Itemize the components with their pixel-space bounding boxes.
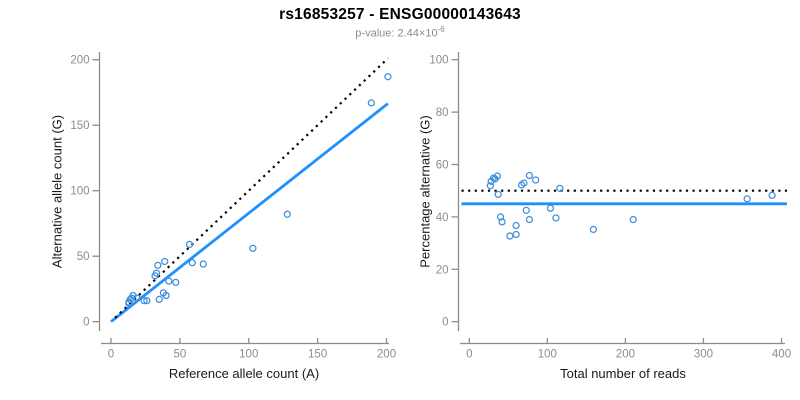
left-x-tick-label: 100 bbox=[239, 349, 258, 361]
right-data-point bbox=[589, 225, 598, 234]
right-data-point bbox=[546, 204, 555, 212]
left-x-tick-label: 200 bbox=[377, 349, 396, 361]
right-data-point bbox=[522, 206, 530, 214]
pvalue-text: p-value: 2.44×10 bbox=[355, 27, 438, 40]
right-x-tick-label: 200 bbox=[616, 349, 635, 361]
left-data-point bbox=[384, 73, 392, 81]
right-data-point bbox=[743, 195, 751, 203]
right-data-point bbox=[520, 179, 528, 187]
left-y-tick-label: 100 bbox=[70, 186, 89, 198]
right-x-tick-label: 0 bbox=[466, 349, 472, 361]
left-data-point bbox=[161, 257, 169, 266]
right-data-point bbox=[556, 184, 564, 192]
left-y-tick-label: 150 bbox=[70, 120, 89, 132]
left-data-point bbox=[199, 260, 207, 268]
left-data-point bbox=[154, 261, 162, 269]
right-data-point bbox=[486, 182, 494, 190]
figure-subtitle: p-value: 2.44×10-6 bbox=[0, 25, 800, 40]
left-data-point bbox=[188, 259, 196, 267]
left-data-point bbox=[155, 295, 163, 304]
left-data-point bbox=[152, 269, 161, 277]
left-data-point bbox=[162, 291, 170, 300]
right-data-point bbox=[768, 191, 776, 200]
right-x-tick-label: 400 bbox=[772, 349, 791, 361]
left-data-point bbox=[133, 294, 141, 302]
left-data-point bbox=[165, 277, 173, 285]
left-y-tick-label: 50 bbox=[77, 251, 90, 263]
right-data-point bbox=[512, 221, 520, 230]
left-data-point bbox=[172, 278, 180, 287]
right-data-point bbox=[493, 172, 502, 180]
left-y-tick-label: 200 bbox=[70, 55, 89, 67]
right-y-tick-label: 60 bbox=[436, 160, 449, 172]
left-data-point bbox=[143, 297, 151, 305]
left-data-point bbox=[283, 210, 291, 218]
right-data-point bbox=[532, 176, 540, 184]
right-data-point bbox=[506, 232, 514, 240]
left-data-point bbox=[140, 297, 148, 305]
left-data-point bbox=[249, 244, 257, 252]
right-data-point bbox=[552, 214, 560, 222]
right-y-tick-label: 100 bbox=[429, 55, 448, 67]
right-data-point bbox=[494, 190, 502, 198]
left-plot-xlabel: Reference allele count (A) bbox=[168, 366, 320, 381]
fit-line bbox=[110, 102, 389, 323]
right-y-tick-label: 0 bbox=[442, 317, 448, 329]
right-y-tick-label: 80 bbox=[436, 107, 449, 119]
left-x-tick-label: 150 bbox=[308, 349, 327, 361]
right-data-point bbox=[525, 215, 534, 224]
right-x-tick-label: 300 bbox=[694, 349, 713, 361]
pvalue-exponent: -6 bbox=[437, 25, 445, 34]
right-data-point bbox=[512, 230, 520, 239]
right-plot-xlabel: Total number of reads bbox=[560, 366, 686, 381]
right-plot-ylabel: Percentage alternative (G) bbox=[417, 115, 433, 268]
left-plot-ylabel: Alternative allele count (G) bbox=[49, 114, 65, 269]
left-data-point bbox=[367, 99, 375, 107]
left-x-tick-label: 0 bbox=[108, 349, 114, 361]
right-data-point bbox=[629, 215, 637, 224]
right-y-tick-label: 40 bbox=[436, 212, 449, 224]
right-y-tick-label: 20 bbox=[436, 264, 449, 276]
right-x-tick-label: 100 bbox=[538, 349, 557, 361]
left-y-tick-label: 0 bbox=[83, 317, 89, 329]
left-data-point bbox=[185, 240, 194, 249]
figure-title: rs16853257 - ENSG00000143643 bbox=[279, 6, 521, 23]
right-data-point bbox=[498, 218, 506, 226]
left-x-tick-label: 50 bbox=[173, 349, 186, 361]
right-data-point bbox=[525, 171, 534, 180]
